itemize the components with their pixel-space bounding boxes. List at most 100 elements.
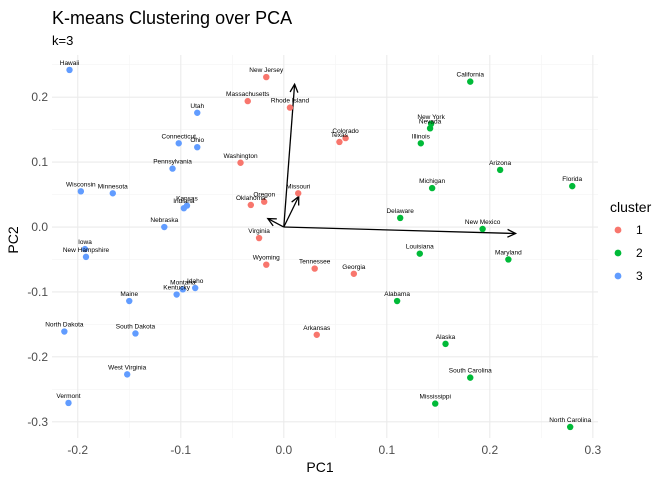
point-label: South Dakota — [116, 323, 156, 330]
loading-arrows — [266, 82, 518, 238]
point-label: New Mexico — [465, 219, 501, 226]
point-label: Iowa — [78, 239, 92, 246]
point-label: Oregon — [253, 192, 275, 199]
data-point — [286, 104, 294, 111]
point-label: Montana — [170, 279, 196, 286]
y-axis-title: PC2 — [5, 226, 21, 253]
loading-arrow — [266, 217, 285, 228]
legend-title: cluster — [610, 199, 652, 215]
point-label: Hawaii — [60, 60, 80, 67]
point-label: Massachusetts — [226, 91, 270, 98]
y-tick-label: 0.2 — [31, 90, 48, 104]
data-point — [442, 340, 449, 348]
data-point — [467, 78, 474, 85]
point-label: South Carolina — [449, 368, 492, 375]
point-label: Maryland — [495, 249, 522, 256]
data-point — [336, 138, 343, 146]
data-point — [173, 291, 180, 298]
point-label: New Jersey — [249, 67, 284, 74]
point-label: Washington — [223, 153, 257, 160]
y-tick-label: 0.1 — [31, 155, 48, 169]
data-point — [244, 97, 251, 105]
point-label: Alabama — [384, 291, 410, 298]
point-label: Mississippi — [420, 394, 451, 401]
data-point — [77, 188, 85, 195]
point-label: Virginia — [248, 228, 270, 235]
data-point — [263, 261, 270, 268]
y-tick-label: -0.2 — [27, 350, 48, 364]
data-point — [417, 140, 425, 147]
legend-key — [614, 226, 622, 234]
data-point — [81, 245, 89, 253]
point-label: California — [457, 72, 485, 79]
data-point — [194, 143, 201, 151]
data-point — [191, 284, 199, 292]
point-labels: Hawaii New Jersey California MassachusettsR… — [45, 60, 591, 424]
data-point — [126, 297, 133, 305]
chart-subtitle: k=3 — [52, 33, 73, 48]
point-label: Oklahoma — [236, 195, 266, 202]
data-point — [255, 234, 263, 242]
y-tick-label: 0.0 — [31, 220, 48, 234]
point-label: Delaware — [386, 208, 414, 215]
point-label: Utah — [190, 103, 204, 110]
x-tick-label: 0.0 — [275, 443, 292, 457]
data-point — [179, 286, 187, 293]
point-label: Pennsylvania — [153, 159, 192, 166]
data-point — [175, 140, 182, 147]
data-point — [311, 265, 318, 272]
point-label: Alaska — [436, 334, 456, 341]
data-point — [261, 198, 268, 205]
data-point — [194, 109, 201, 116]
point-label: Rhode Island — [271, 98, 310, 105]
point-label: Illinois — [412, 133, 431, 140]
point-label: Idaho — [187, 278, 204, 285]
point-label: New York — [417, 114, 445, 121]
data-point — [263, 73, 270, 81]
point-label: Wyoming — [253, 255, 280, 262]
x-axis-title: PC1 — [306, 459, 333, 475]
data-point — [566, 423, 574, 431]
data-point — [295, 190, 302, 197]
point-label: Nevada — [419, 118, 442, 125]
data-point — [416, 250, 423, 257]
data-point — [505, 256, 512, 263]
x-tick-label: 0.1 — [378, 443, 395, 457]
data-point — [479, 225, 486, 233]
point-label: Kentucky — [163, 285, 190, 292]
data-point — [397, 214, 404, 222]
point-label: Colorado — [332, 128, 359, 135]
point-label: Connecticut — [162, 133, 197, 140]
data-point — [237, 159, 244, 166]
y-tick-label: -0.1 — [27, 285, 48, 299]
point-label: Maine — [120, 291, 138, 298]
data-point — [132, 330, 139, 337]
y-tick-label: -0.3 — [27, 415, 48, 429]
data-points — [61, 66, 576, 431]
legend-key — [614, 272, 622, 280]
data-point — [161, 223, 168, 231]
point-label: Wisconsin — [66, 181, 96, 188]
data-point — [169, 165, 176, 172]
chart-title: K-means Clustering over PCA — [52, 8, 292, 28]
legend-label: 1 — [636, 223, 643, 237]
data-point — [66, 66, 73, 74]
y-tick-labels: -0.3 -0.2 -0.1 0.0 0.1 0.2 — [27, 90, 48, 429]
x-tick-label: 0.2 — [481, 443, 498, 457]
point-label: Minnesota — [98, 183, 128, 190]
data-point — [247, 201, 255, 209]
data-point — [393, 297, 401, 305]
point-label: Nebraska — [150, 217, 178, 224]
x-tick-label: 0.3 — [585, 443, 602, 457]
point-label: Arkansas — [303, 325, 331, 332]
point-label: Vermont — [56, 393, 80, 400]
point-label: New Hampshire — [63, 247, 110, 254]
point-label: Indiana — [173, 198, 195, 205]
loading-arrow — [283, 195, 300, 228]
data-point — [569, 182, 576, 190]
point-label: North Dakota — [45, 322, 84, 329]
data-point — [426, 125, 434, 132]
data-point — [109, 190, 116, 197]
data-point — [65, 399, 72, 407]
